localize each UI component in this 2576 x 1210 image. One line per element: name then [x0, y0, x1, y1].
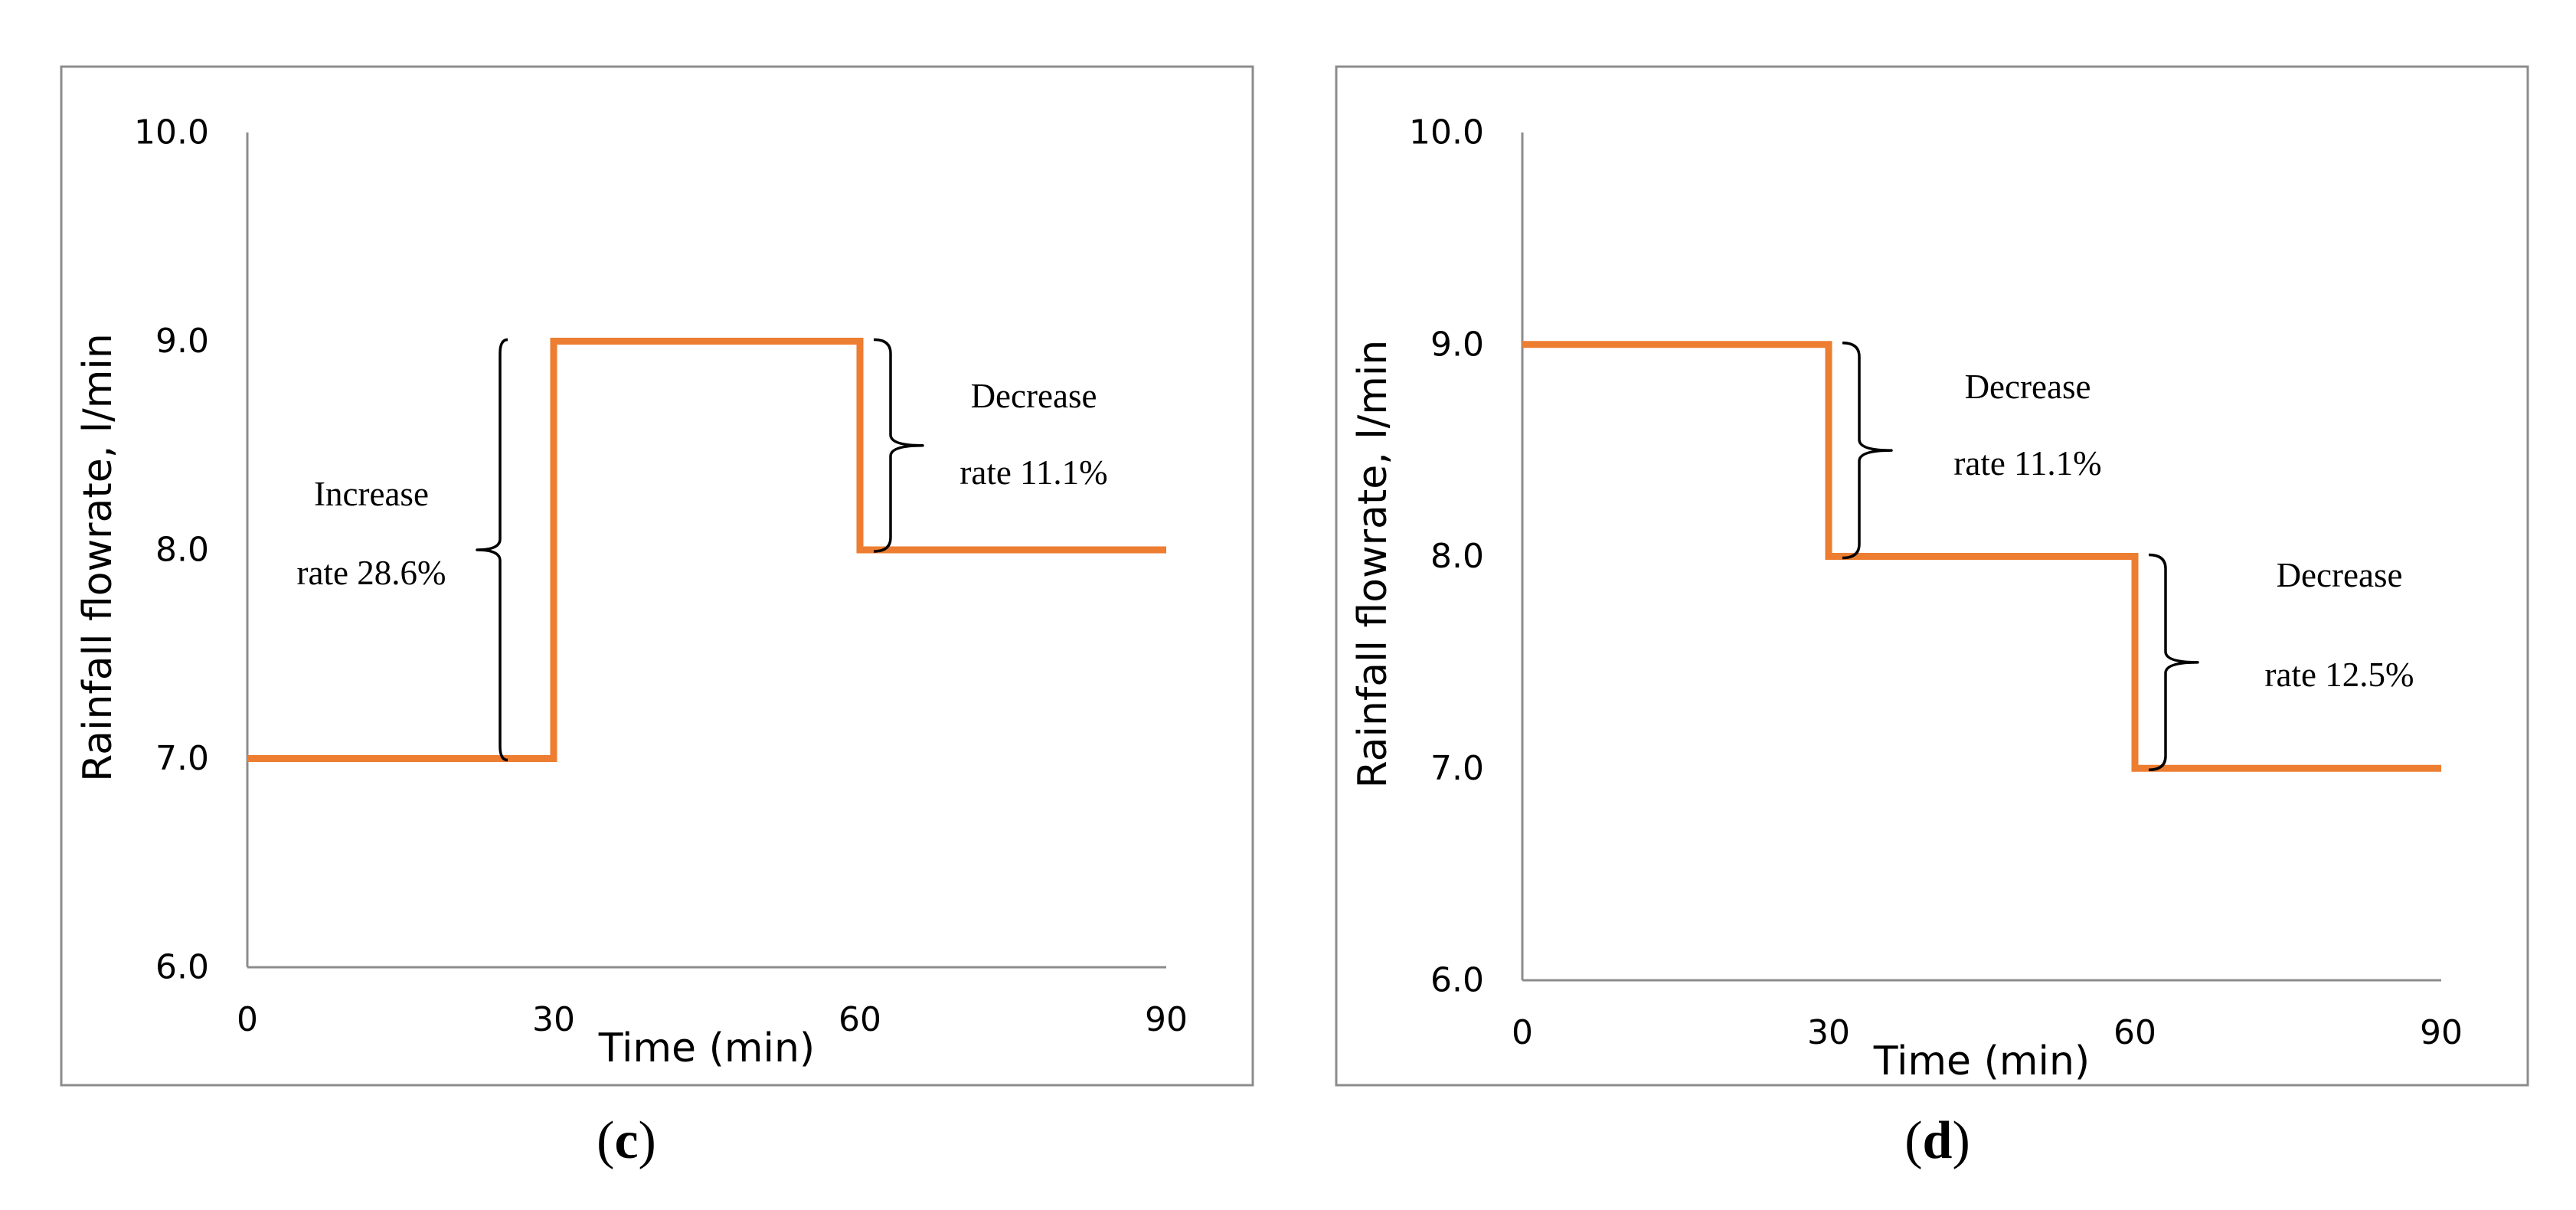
panel-frame [1335, 65, 2529, 1087]
x-tick-label: 60 [839, 1000, 881, 1039]
y-tick-label: 8.0 [155, 531, 209, 570]
brace-annotation [2148, 553, 2199, 771]
y-tick-label: 9.0 [1430, 325, 1484, 364]
panel-caption: (c) [597, 1111, 656, 1170]
y-tick-label: 9.0 [155, 322, 209, 361]
caption-letter: c [614, 1111, 638, 1170]
x-axis-title: Time (min) [1873, 1038, 2090, 1084]
x-tick-label: 90 [1145, 1000, 1188, 1039]
y-tick-label: 6.0 [1430, 961, 1484, 1000]
annotation-rate: rate 11.1% [1953, 444, 2101, 482]
brace-annotation [1842, 342, 1893, 560]
panel-frame [60, 65, 1254, 1087]
caption-paren-close: ) [639, 1111, 656, 1170]
annotation-label: Decrease [2277, 556, 2403, 594]
annotation-rate: rate 12.5% [2265, 656, 2414, 694]
y-axis-title: Rainfall flowrate, l/min [1350, 340, 1396, 789]
y-tick-label: 7.0 [155, 739, 209, 778]
annotation-rate: rate 11.1% [959, 453, 1107, 492]
x-tick-label: 0 [237, 1000, 258, 1039]
x-tick-label: 30 [1807, 1013, 1850, 1052]
y-tick-label: 6.0 [155, 948, 209, 987]
x-axis-title: Time (min) [598, 1025, 815, 1071]
y-tick-label: 10.0 [1409, 113, 1484, 152]
y-tick-label: 7.0 [1430, 749, 1484, 788]
annotation-label: Decrease [971, 377, 1097, 415]
caption-paren-open: ( [597, 1111, 614, 1170]
annotation-label: Increase [314, 475, 429, 513]
panel-caption: (d) [1904, 1111, 1970, 1170]
x-tick-label: 60 [2113, 1013, 2156, 1052]
y-tick-label: 10.0 [134, 113, 209, 152]
brace-annotation [476, 338, 508, 762]
annotation-label: Decrease [1965, 368, 2091, 406]
x-tick-label: 30 [532, 1000, 575, 1039]
annotation-rate: rate 28.6% [297, 554, 446, 592]
x-tick-label: 90 [2420, 1013, 2463, 1052]
caption-paren-open: ( [1904, 1111, 1922, 1170]
chart-panel-d: 6.0 7.0 8.0 9.0 10.0 0 30 60 90 Time (min) Rainfal… [1335, 65, 2529, 1170]
series-line [1522, 341, 2441, 772]
y-tick-label: 8.0 [1430, 537, 1484, 576]
y-axis-title: Rainfall flowrate, l/min [75, 333, 121, 782]
caption-letter: d [1923, 1111, 1953, 1170]
brace-annotation [873, 338, 924, 553]
caption-paren-close: ) [1952, 1111, 1970, 1170]
chart-panel-c: 6.0 7.0 8.0 9.0 10.0 0 30 60 90 Time (min) Rainfal… [60, 65, 1254, 1170]
x-tick-label: 0 [1512, 1013, 1533, 1052]
